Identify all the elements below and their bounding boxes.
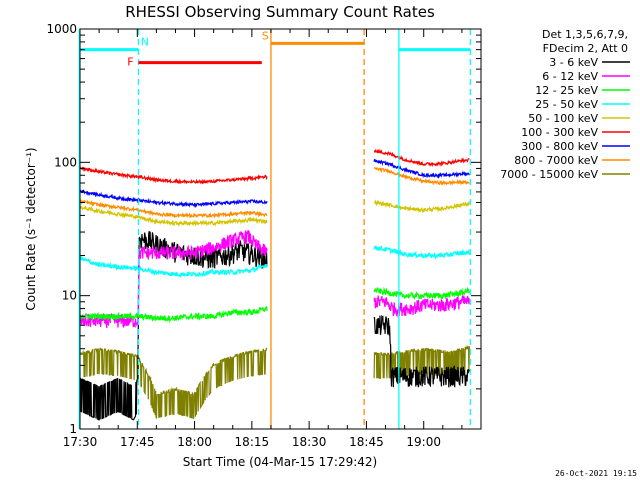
series-segment	[79, 199, 268, 219]
series-segment	[79, 255, 268, 279]
plot-frame	[79, 28, 482, 430]
series-segment	[373, 245, 470, 260]
x-tick-label: 17:45	[120, 435, 155, 449]
series-segment	[373, 148, 470, 168]
legend: Det 1,3,5,6,7,9,FDecim 2, Att 03 - 6 keV…	[500, 28, 630, 181]
series-segment	[373, 314, 470, 388]
series-segment	[79, 306, 268, 324]
annotation-label-s: S	[262, 29, 269, 42]
x-tick-label: 19:00	[406, 435, 441, 449]
legend-entry-label: 800 - 7000 keV	[514, 154, 598, 167]
series-25-50-kev-line	[79, 245, 470, 279]
x-axis: 17:30 17:45 18:00 18:15 18:30 18:45 19:00	[63, 29, 482, 449]
plot-area: NF S	[78, 29, 471, 429]
y-tick-label: 1000	[46, 22, 77, 36]
series-100-300-kev-line	[79, 148, 470, 185]
series-50-100-kev-line	[79, 199, 470, 228]
series-segment	[373, 286, 470, 301]
annotation-label-n: N	[141, 36, 149, 49]
y-tick-label: 100	[54, 155, 77, 169]
legend-entry-label: 6 - 12 keV	[542, 70, 598, 83]
series-12-25-kev-line	[79, 286, 470, 324]
series-800-7000-kev-line	[79, 166, 470, 219]
y-axis-label: Count Rate (s⁻¹ detector⁻¹)	[24, 147, 38, 310]
x-axis-label: Start Time (04-Mar-15 17:29:42)	[183, 455, 377, 469]
y-tick-label: 1	[69, 422, 77, 436]
series-segment	[79, 189, 268, 209]
x-tick-label: 17:30	[63, 435, 98, 449]
x-tick-label: 18:00	[177, 435, 212, 449]
series-segment	[79, 347, 268, 419]
legend-entry-label: 7000 - 15000 keV	[500, 168, 598, 181]
legend-entry-label: 3 - 6 keV	[549, 56, 598, 69]
series-segment	[373, 295, 470, 318]
x-tick-label: 18:30	[292, 435, 327, 449]
timestamp-label: 26-Oct-2021 19:15	[555, 469, 637, 478]
legend-entry-label: 12 - 25 keV	[535, 84, 598, 97]
legend-entry-label: 25 - 50 keV	[535, 98, 598, 111]
legend-entry-label: 100 - 300 keV	[521, 126, 598, 139]
series-segment	[373, 199, 470, 214]
y-tick-label: 10	[62, 289, 77, 303]
series-segment	[79, 205, 268, 228]
chart-title: RHESSI Observing Summary Count Rates	[125, 3, 435, 21]
legend-header: Det 1,3,5,6,7,9,	[542, 28, 628, 41]
legend-header: FDecim 2, Att 0	[543, 42, 628, 55]
annotation-label-f: F	[127, 56, 133, 69]
series-segment	[373, 158, 470, 179]
series-segment	[373, 166, 470, 186]
legend-entry-label: 50 - 100 keV	[528, 112, 598, 125]
x-tick-label: 18:45	[349, 435, 384, 449]
x-tick-label: 18:15	[235, 435, 270, 449]
series-300-800-kev-line	[79, 158, 470, 209]
y-axis: 1 10 100 1000	[46, 22, 481, 436]
legend-entry-label: 300 - 800 keV	[521, 140, 598, 153]
series-segment	[79, 166, 268, 185]
